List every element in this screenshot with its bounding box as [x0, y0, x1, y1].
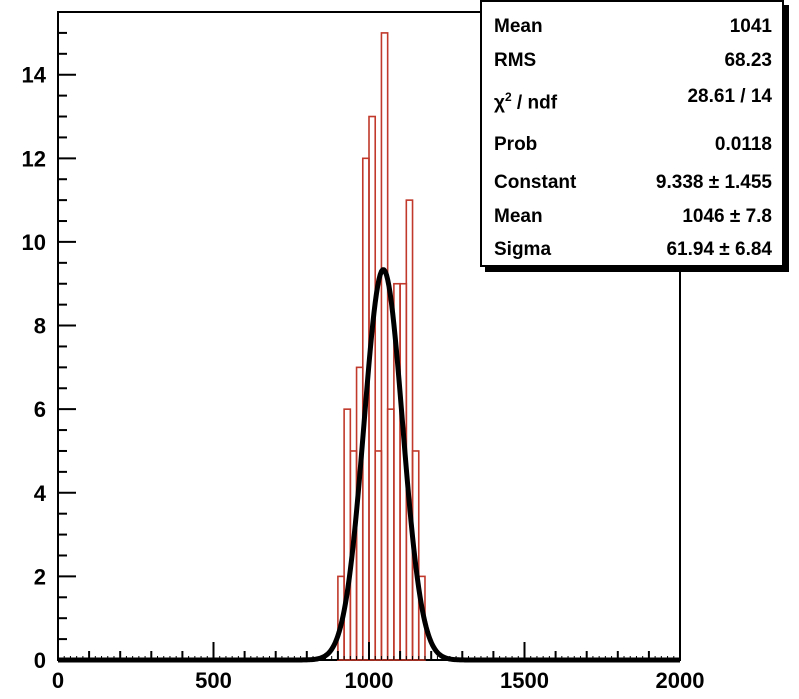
histogram-bar [343, 408, 352, 661]
x-tick-label: 1000 [345, 668, 394, 693]
stat-row-prob: Prob 0.0118 [494, 130, 772, 160]
x-tick-label: 2000 [656, 668, 705, 693]
histogram-bar [368, 115, 377, 661]
stat-name-chi: χ [494, 92, 505, 114]
stat-row-fit-mean: Mean 1046 ± 7.8 [494, 202, 772, 232]
x-tick-label: 1500 [500, 668, 549, 693]
x-tick-label: 500 [195, 668, 232, 693]
stat-name: χ2 / ndf [494, 82, 557, 118]
stat-name: Mean [494, 16, 543, 37]
stat-name-suffix: / ndf [511, 92, 558, 114]
stat-row-chi2-ndf: χ2 / ndf 28.61 / 14 [494, 82, 772, 113]
y-tick-label: 4 [34, 481, 47, 506]
stat-name: Prob [494, 134, 538, 155]
stat-name: Constant [494, 172, 577, 193]
x-axis: 0 500 1000 1500 2000 [52, 642, 705, 693]
y-tick-label: 2 [34, 564, 46, 589]
y-tick-label: 10 [22, 230, 46, 255]
histogram-bar [380, 32, 389, 661]
stat-value: 61.94 ± 6.84 [666, 239, 772, 260]
stat-value: 1046 ± 7.8 [682, 206, 772, 227]
y-tick-label: 14 [22, 63, 47, 88]
stat-name: Mean [494, 206, 543, 227]
stat-value: 1041 [729, 16, 772, 37]
fit-curve-group [56, 267, 682, 663]
y-axis: 0 2 4 6 8 10 12 14 [22, 31, 76, 673]
stat-value: 9.338 ± 1.455 [655, 172, 772, 193]
y-tick-label: 0 [34, 648, 46, 673]
stat-name-sup: 2 [504, 90, 512, 104]
y-tick-label: 8 [34, 314, 46, 339]
stat-value: 0.0118 [714, 134, 772, 155]
stat-row-constant: Constant 9.338 ± 1.455 [494, 168, 772, 198]
stat-row-mean: Mean 1041 [494, 12, 772, 42]
histogram-bar [386, 408, 395, 661]
stats-box: Mean 1041 RMS 68.23 χ2 / ndf 28.61 / 14 … [480, 0, 784, 267]
histogram-bar [405, 199, 414, 661]
stat-row-sigma: Sigma 61.94 ± 6.84 [494, 238, 772, 262]
stat-value: 68.23 [724, 50, 772, 71]
stat-value: 28.61 / 14 [687, 86, 772, 107]
stat-name: RMS [494, 50, 537, 71]
y-tick-label: 6 [34, 397, 46, 422]
stat-name: Sigma [494, 239, 552, 260]
x-tick-label: 0 [52, 668, 64, 693]
histogram-bar [374, 450, 383, 661]
y-tick-label: 12 [22, 146, 46, 171]
gaussian-fit-line [56, 267, 682, 663]
stat-row-rms: RMS 68.23 [494, 46, 772, 76]
